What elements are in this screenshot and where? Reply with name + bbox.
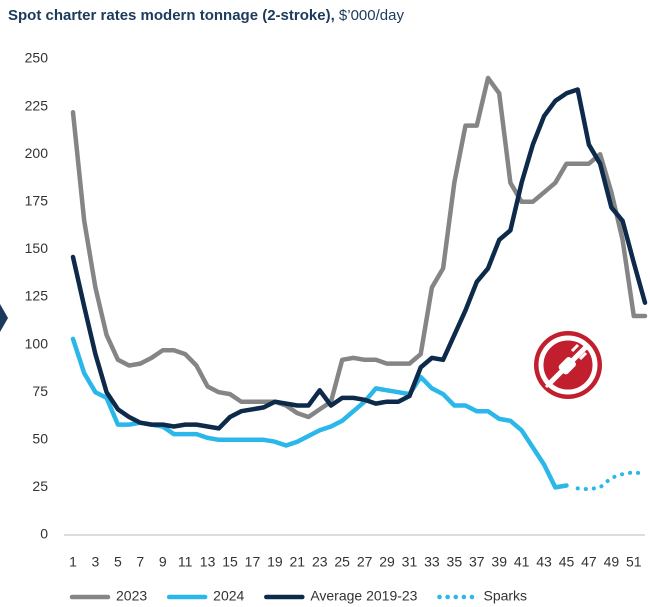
- side-arrow: [0, 304, 8, 332]
- x-tick-label: 9: [159, 554, 167, 570]
- series-line: [70, 87, 648, 431]
- series-line: [70, 75, 648, 420]
- legend-label: 2023: [116, 588, 147, 604]
- y-tick-label: 0: [40, 526, 48, 542]
- x-tick-label: 35: [447, 554, 463, 570]
- y-tick-label: 75: [32, 383, 48, 399]
- y-tick-label: 175: [25, 193, 49, 209]
- x-tick-label: 31: [402, 554, 418, 570]
- x-tick-label: 45: [559, 554, 575, 570]
- x-tick-label: 25: [334, 554, 350, 570]
- x-tick-label: 1: [69, 554, 77, 570]
- y-tick-label: 100: [25, 335, 49, 351]
- x-tick-label: 51: [626, 554, 642, 570]
- x-tick-label: 39: [491, 554, 507, 570]
- no-plug-icon: [534, 331, 602, 399]
- title-main: Spot charter rates modern tonnage (2-str…: [8, 7, 335, 24]
- x-tick-label: 37: [469, 554, 485, 570]
- x-tick-label: 17: [245, 554, 261, 570]
- chart-title: Spot charter rates modern tonnage (2-str…: [8, 7, 404, 24]
- x-tick-label: 49: [604, 554, 620, 570]
- x-tick-label: 19: [267, 554, 283, 570]
- y-tick-label: 200: [25, 145, 49, 161]
- series-line: [575, 470, 647, 492]
- legend-label: Average 2019-23: [310, 588, 417, 604]
- y-tick-label: 225: [25, 97, 49, 113]
- x-tick-label: 41: [514, 554, 530, 570]
- x-tick-label: 33: [424, 554, 440, 570]
- x-tick-label: 15: [222, 554, 238, 570]
- legend-label: 2024: [213, 588, 244, 604]
- x-tick-label: 27: [357, 554, 373, 570]
- x-tick-label: 13: [200, 554, 216, 570]
- x-tick-label: 43: [536, 554, 552, 570]
- y-tick-label: 150: [25, 240, 49, 256]
- x-tick-label: 23: [312, 554, 328, 570]
- x-tick-label: 11: [178, 554, 193, 570]
- x-tick-label: 7: [136, 554, 144, 570]
- x-tick-label: 5: [114, 554, 122, 570]
- x-tick-label: 47: [581, 554, 597, 570]
- title-unit: $’000/day: [339, 7, 405, 24]
- y-tick-label: 50: [32, 431, 48, 447]
- legend-label: Sparks: [483, 588, 527, 604]
- x-tick-label: 21: [290, 554, 306, 570]
- y-tick-label: 25: [32, 478, 48, 494]
- x-tick-label: 3: [92, 554, 100, 570]
- x-tick-label: 29: [379, 554, 395, 570]
- y-tick-label: 250: [25, 50, 49, 66]
- y-tick-label: 125: [25, 288, 49, 304]
